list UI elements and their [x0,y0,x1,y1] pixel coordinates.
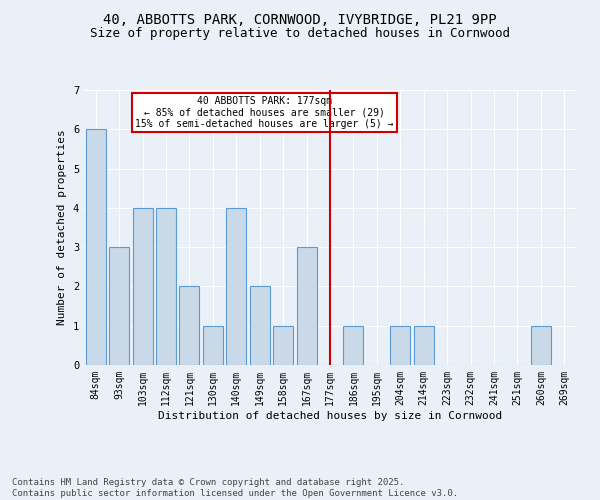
Bar [203,326,223,365]
Bar [156,208,176,365]
Bar [296,247,317,365]
X-axis label: Distribution of detached houses by size in Cornwood: Distribution of detached houses by size … [158,410,502,420]
Text: 40, ABBOTTS PARK, CORNWOOD, IVYBRIDGE, PL21 9PP: 40, ABBOTTS PARK, CORNWOOD, IVYBRIDGE, P… [103,12,497,26]
Bar [133,208,152,365]
Text: Size of property relative to detached houses in Cornwood: Size of property relative to detached ho… [90,28,510,40]
Bar [250,286,269,365]
Bar [414,326,434,365]
Bar [391,326,410,365]
Bar [531,326,551,365]
Text: 40 ABBOTTS PARK: 177sqm
← 85% of detached houses are smaller (29)
15% of semi-de: 40 ABBOTTS PARK: 177sqm ← 85% of detache… [135,96,394,129]
Text: Contains HM Land Registry data © Crown copyright and database right 2025.
Contai: Contains HM Land Registry data © Crown c… [12,478,458,498]
Bar [273,326,293,365]
Bar [343,326,364,365]
Bar [109,247,129,365]
Bar [226,208,246,365]
Bar [86,130,106,365]
Y-axis label: Number of detached properties: Number of detached properties [58,130,67,326]
Bar [179,286,199,365]
